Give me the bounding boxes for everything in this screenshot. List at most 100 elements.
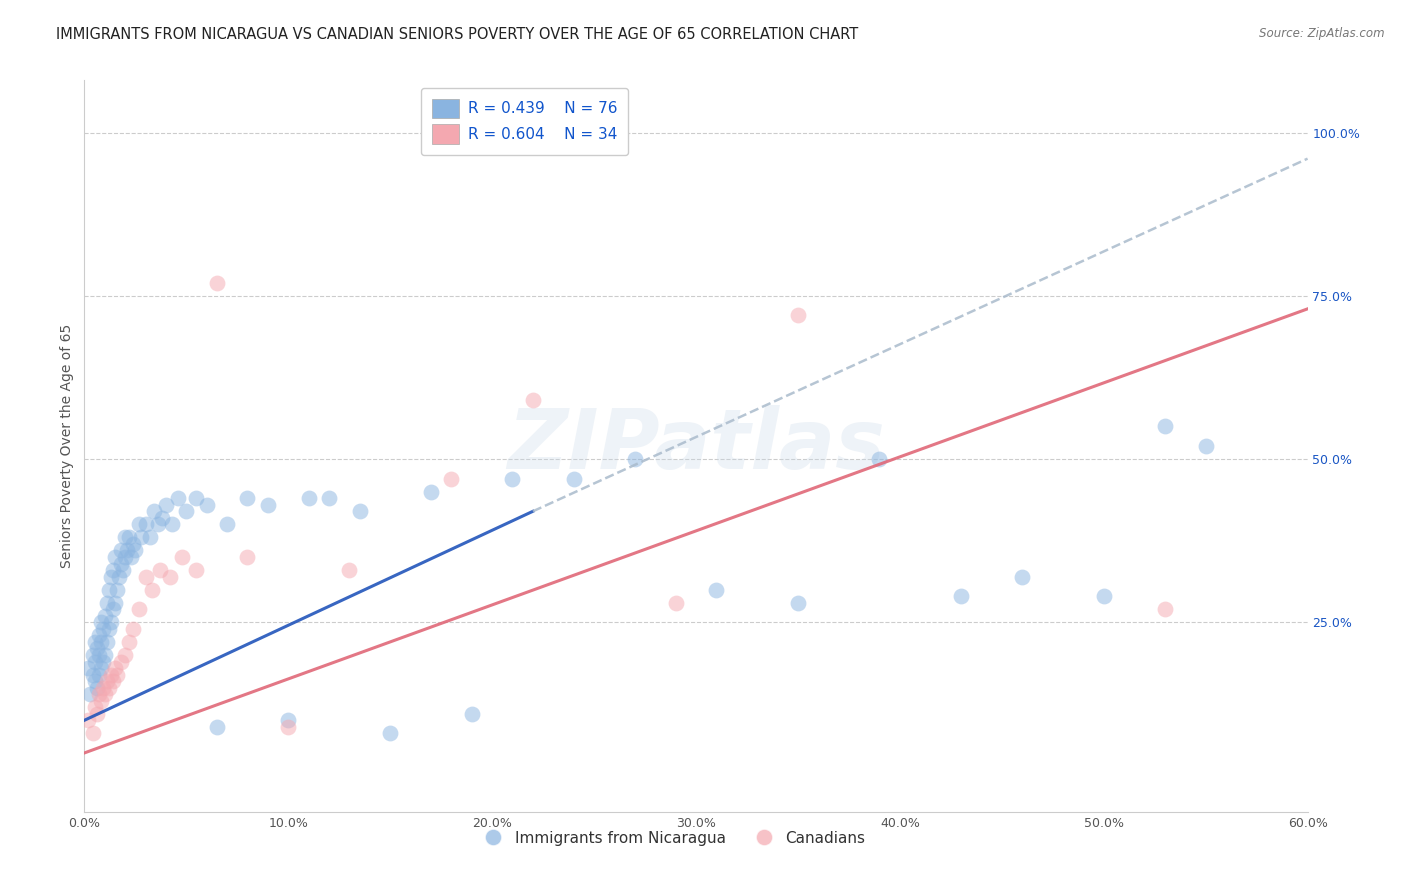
Point xyxy=(135,569,157,583)
Point xyxy=(186,563,208,577)
Point xyxy=(110,543,132,558)
Point xyxy=(217,517,239,532)
Point xyxy=(77,714,100,728)
Point xyxy=(105,667,128,681)
Point xyxy=(90,615,112,630)
Point xyxy=(787,309,810,323)
Point xyxy=(146,517,169,532)
Point xyxy=(869,452,891,467)
Point xyxy=(86,681,108,695)
Point xyxy=(101,674,124,689)
Point xyxy=(380,726,402,740)
Point xyxy=(115,543,138,558)
Point xyxy=(1195,439,1218,453)
Point xyxy=(150,511,173,525)
Point xyxy=(950,589,973,603)
Point xyxy=(90,635,112,649)
Point xyxy=(236,491,259,506)
Point xyxy=(128,517,150,532)
Point xyxy=(277,714,299,728)
Y-axis label: Seniors Poverty Over the Age of 65: Seniors Poverty Over the Age of 65 xyxy=(60,324,75,568)
Point xyxy=(665,596,688,610)
Point xyxy=(141,582,163,597)
Point xyxy=(87,648,110,662)
Point xyxy=(83,635,105,649)
Point xyxy=(112,563,135,577)
Point xyxy=(91,655,114,669)
Point xyxy=(135,517,157,532)
Point xyxy=(186,491,208,506)
Point xyxy=(160,517,183,532)
Point xyxy=(93,648,115,662)
Point xyxy=(461,706,484,721)
Legend: Immigrants from Nicaragua, Canadians: Immigrants from Nicaragua, Canadians xyxy=(472,824,872,852)
Point xyxy=(257,498,280,512)
Point xyxy=(1011,569,1033,583)
Point xyxy=(1092,589,1115,603)
Point xyxy=(91,681,114,695)
Point xyxy=(167,491,190,506)
Point xyxy=(86,641,108,656)
Point xyxy=(277,720,299,734)
Point xyxy=(83,674,105,689)
Point xyxy=(298,491,321,506)
Point xyxy=(83,700,105,714)
Point xyxy=(114,549,136,564)
Point xyxy=(104,596,127,610)
Point xyxy=(1154,419,1177,434)
Point xyxy=(82,648,104,662)
Point xyxy=(97,622,120,636)
Point xyxy=(195,498,218,512)
Point xyxy=(149,563,172,577)
Point xyxy=(420,484,443,499)
Text: Source: ZipAtlas.com: Source: ZipAtlas.com xyxy=(1260,27,1385,40)
Point xyxy=(101,602,124,616)
Point xyxy=(205,276,228,290)
Point xyxy=(82,667,104,681)
Point xyxy=(1154,602,1177,616)
Point xyxy=(96,596,118,610)
Point xyxy=(349,504,371,518)
Text: ZIPatlas: ZIPatlas xyxy=(508,406,884,486)
Point xyxy=(110,557,132,571)
Point xyxy=(122,537,145,551)
Point xyxy=(93,608,115,623)
Point xyxy=(318,491,340,506)
Point xyxy=(77,661,100,675)
Point xyxy=(118,635,141,649)
Point xyxy=(100,667,122,681)
Point xyxy=(114,648,136,662)
Text: IMMIGRANTS FROM NICARAGUA VS CANADIAN SENIORS POVERTY OVER THE AGE OF 65 CORRELA: IMMIGRANTS FROM NICARAGUA VS CANADIAN SE… xyxy=(56,27,859,42)
Point xyxy=(159,569,181,583)
Point xyxy=(118,530,141,544)
Point xyxy=(79,687,101,701)
Point xyxy=(174,504,197,518)
Point xyxy=(172,549,194,564)
Point xyxy=(787,596,810,610)
Point xyxy=(96,674,118,689)
Point xyxy=(82,726,104,740)
Point xyxy=(124,543,146,558)
Point xyxy=(155,498,177,512)
Point xyxy=(97,582,120,597)
Point xyxy=(128,602,150,616)
Point xyxy=(97,681,120,695)
Point xyxy=(122,622,145,636)
Point xyxy=(562,472,585,486)
Point xyxy=(86,706,108,721)
Point xyxy=(90,661,112,675)
Point xyxy=(138,530,160,544)
Point xyxy=(93,687,115,701)
Point xyxy=(236,549,259,564)
Point xyxy=(131,530,153,544)
Point xyxy=(522,393,544,408)
Point xyxy=(87,667,110,681)
Point xyxy=(706,582,728,597)
Point xyxy=(114,530,136,544)
Point xyxy=(83,655,105,669)
Point xyxy=(339,563,361,577)
Point xyxy=(90,694,112,708)
Point xyxy=(96,635,118,649)
Point xyxy=(87,628,110,642)
Point xyxy=(624,452,647,467)
